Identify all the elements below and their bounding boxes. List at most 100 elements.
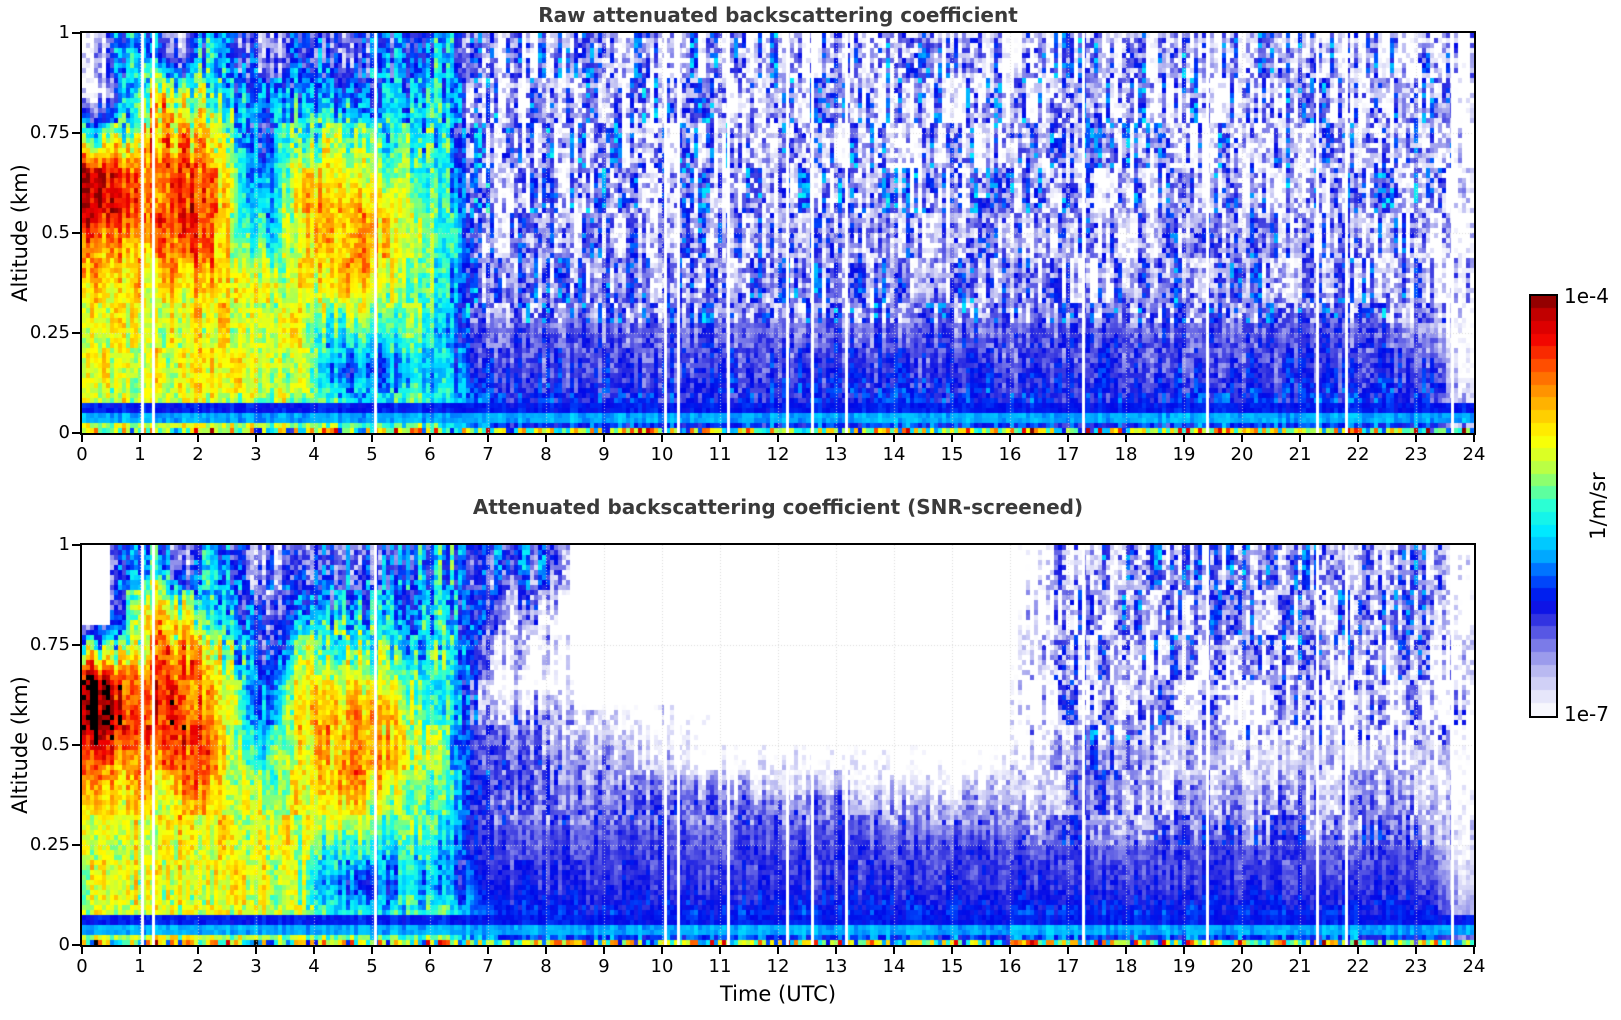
y-tick-mark (72, 544, 80, 546)
x-tick-label: 9 (598, 956, 610, 977)
x-tick-mark (1241, 947, 1243, 954)
x-tick-label: 22 (1346, 444, 1370, 465)
y-tick-mark (72, 332, 80, 334)
colorbar-max-label: 1e-4 (1564, 284, 1609, 308)
x-tick-label: 7 (482, 956, 494, 977)
colorbar-min-label: 1e-7 (1564, 702, 1609, 726)
y-tick-mark (72, 944, 80, 946)
panel1-title: Raw attenuated backscattering coefficien… (538, 3, 1018, 27)
panel2-title: Attenuated backscattering coefficient (S… (472, 495, 1084, 519)
y-tick-label: 0.25 (29, 322, 70, 343)
x-tick-label: 10 (650, 956, 674, 977)
x-tick-mark (719, 435, 721, 442)
x-tick-mark (1473, 947, 1475, 954)
y-tick-label: 0.5 (41, 222, 70, 243)
x-tick-mark (1241, 435, 1243, 442)
x-tick-mark (197, 947, 199, 954)
colorbar (1529, 294, 1558, 718)
x-tick-mark (255, 435, 257, 442)
x-tick-label: 7 (482, 444, 494, 465)
colorbar-canvas (1531, 296, 1556, 716)
x-tick-mark (1183, 435, 1185, 442)
x-tick-mark (1299, 947, 1301, 954)
x-tick-label: 4 (308, 956, 320, 977)
x-tick-mark (545, 435, 547, 442)
x-tick-label: 14 (882, 956, 906, 977)
x-tick-mark (661, 435, 663, 442)
x-tick-label: 11 (708, 444, 732, 465)
y-tick-mark (72, 432, 80, 434)
x-tick-mark (313, 947, 315, 954)
x-tick-label: 8 (540, 444, 552, 465)
panel1-heatmap-canvas (82, 33, 1474, 433)
x-tick-mark (1473, 435, 1475, 442)
y-tick-mark (72, 644, 80, 646)
x-tick-label: 0 (76, 444, 88, 465)
x-tick-label: 15 (940, 444, 964, 465)
x-tick-label: 19 (1172, 444, 1196, 465)
x-tick-label: 20 (1230, 444, 1254, 465)
x-tick-label: 20 (1230, 956, 1254, 977)
x-tick-mark (81, 435, 83, 442)
x-tick-label: 5 (366, 444, 378, 465)
x-tick-mark (429, 947, 431, 954)
x-tick-mark (313, 435, 315, 442)
y-tick-label: 0.75 (29, 122, 70, 143)
x-tick-label: 9 (598, 444, 610, 465)
x-tick-mark (545, 947, 547, 954)
x-tick-mark (777, 947, 779, 954)
panel2-plot-area (80, 543, 1476, 947)
x-tick-mark (1125, 947, 1127, 954)
x-tick-mark (603, 435, 605, 442)
x-tick-label: 24 (1462, 956, 1486, 977)
x-tick-label: 8 (540, 956, 552, 977)
y-tick-label: 1 (58, 22, 70, 43)
x-tick-mark (835, 435, 837, 442)
x-tick-mark (487, 947, 489, 954)
x-tick-label: 10 (650, 444, 674, 465)
x-tick-label: 0 (76, 956, 88, 977)
x-tick-label: 21 (1288, 956, 1312, 977)
x-tick-mark (893, 947, 895, 954)
x-tick-label: 15 (940, 956, 964, 977)
x-tick-label: 22 (1346, 956, 1370, 977)
x-tick-label: 18 (1114, 444, 1138, 465)
x-tick-mark (197, 435, 199, 442)
x-tick-mark (1009, 947, 1011, 954)
x-tick-label: 21 (1288, 444, 1312, 465)
x-tick-mark (1357, 435, 1359, 442)
x-tick-mark (1125, 435, 1127, 442)
x-tick-mark (81, 947, 83, 954)
panel1-plot-area (80, 31, 1476, 435)
x-tick-label: 17 (1056, 956, 1080, 977)
x-tick-mark (603, 947, 605, 954)
x-tick-label: 6 (424, 956, 436, 977)
x-tick-mark (1299, 435, 1301, 442)
x-tick-mark (951, 947, 953, 954)
y-tick-mark (72, 132, 80, 134)
x-tick-mark (1357, 947, 1359, 954)
y-tick-label: 0 (58, 422, 70, 443)
x-tick-mark (1415, 435, 1417, 442)
x-tick-mark (1183, 947, 1185, 954)
x-tick-label: 12 (766, 444, 790, 465)
x-tick-label: 23 (1404, 444, 1428, 465)
x-tick-mark (1009, 435, 1011, 442)
x-tick-label: 16 (998, 956, 1022, 977)
x-tick-label: 3 (250, 956, 262, 977)
x-tick-mark (429, 435, 431, 442)
x-tick-label: 1 (134, 444, 146, 465)
x-tick-mark (139, 435, 141, 442)
x-tick-mark (835, 947, 837, 954)
x-tick-label: 2 (192, 956, 204, 977)
x-tick-label: 2 (192, 444, 204, 465)
x-tick-label: 18 (1114, 956, 1138, 977)
x-tick-label: 13 (824, 444, 848, 465)
y-tick-label: 0.75 (29, 634, 70, 655)
x-tick-label: 24 (1462, 444, 1486, 465)
x-tick-mark (255, 947, 257, 954)
x-tick-label: 4 (308, 444, 320, 465)
x-tick-mark (371, 435, 373, 442)
x-tick-mark (1067, 435, 1069, 442)
